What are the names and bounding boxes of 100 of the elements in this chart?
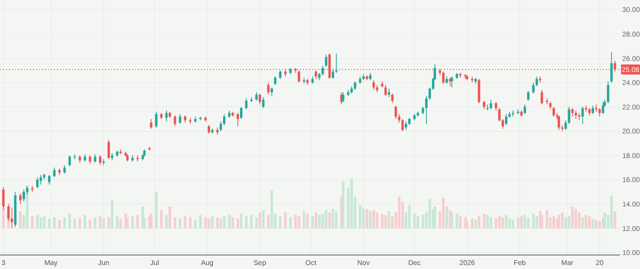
bar (63, 217, 66, 228)
bar (369, 211, 372, 228)
bar (228, 214, 231, 228)
bar (486, 214, 489, 228)
bar (98, 216, 102, 228)
candlestick (332, 68, 334, 80)
bar (324, 210, 328, 228)
bar (116, 216, 119, 228)
bar (614, 211, 616, 228)
bar (258, 212, 262, 228)
bar (289, 217, 292, 228)
bar (474, 220, 477, 228)
bar (119, 218, 122, 228)
bar (68, 214, 71, 228)
candlestick (267, 82, 270, 96)
bar (88, 220, 92, 228)
bar (160, 210, 163, 228)
candlestick (442, 71, 445, 84)
bar (598, 221, 601, 228)
bar (216, 217, 219, 228)
bar (574, 208, 578, 228)
bar (581, 217, 584, 228)
bar (546, 210, 548, 228)
bar (466, 221, 468, 228)
bar (413, 214, 416, 228)
candlestick (223, 114, 226, 126)
bar (321, 214, 324, 228)
bar (306, 214, 309, 228)
candlestick (220, 121, 222, 132)
candlestick (401, 118, 404, 132)
candlestick (490, 99, 492, 110)
candlestick (581, 106, 584, 124)
bar (442, 198, 445, 228)
bar (504, 214, 508, 228)
bar (610, 196, 613, 228)
candlestick (48, 174, 50, 185)
candlestick (36, 176, 39, 189)
bar (94, 217, 96, 228)
candlestick (53, 167, 56, 178)
bar (459, 216, 462, 228)
candlestick (240, 106, 242, 120)
candlestick (236, 112, 240, 127)
bar (398, 196, 400, 228)
bar (245, 216, 248, 228)
bar (165, 214, 168, 228)
bar (490, 217, 492, 228)
candlestick (584, 105, 588, 112)
bar (384, 214, 387, 228)
candlestick (372, 80, 375, 90)
bar (535, 216, 538, 228)
candlestick (558, 114, 560, 130)
bar (302, 211, 306, 228)
bar (318, 214, 321, 228)
bar (372, 210, 375, 228)
bar (240, 214, 243, 228)
bar (501, 217, 504, 228)
bar (211, 216, 214, 228)
candlestick (99, 155, 102, 166)
bar (78, 217, 82, 228)
bar (314, 212, 318, 228)
candlestick (178, 114, 182, 124)
bar (174, 217, 176, 228)
bar (220, 218, 222, 228)
candlestick (302, 77, 306, 84)
bar (342, 180, 344, 228)
candlestick (155, 111, 158, 128)
bar (376, 212, 378, 228)
bar (39, 217, 42, 228)
bar (350, 178, 353, 228)
bar (428, 199, 432, 228)
bar (208, 218, 210, 228)
bar (391, 216, 394, 228)
bar (48, 218, 51, 228)
bar (560, 212, 564, 228)
candlestick (552, 106, 555, 117)
candlestick (108, 139, 110, 160)
candlestick (40, 174, 42, 185)
bar (564, 217, 567, 228)
bar (358, 205, 362, 228)
bar (58, 220, 61, 228)
bar (168, 206, 172, 228)
bar (131, 216, 134, 228)
bar (222, 216, 226, 228)
candlestick (245, 98, 248, 110)
bar (236, 218, 240, 228)
bar (388, 211, 390, 228)
bar (380, 214, 384, 228)
bar (107, 217, 110, 228)
bar (526, 217, 530, 228)
bar (470, 218, 474, 228)
bar (73, 218, 76, 228)
bar (188, 217, 192, 228)
bar (255, 217, 258, 228)
bar (102, 218, 105, 228)
candlestick (540, 89, 544, 105)
candlestick (391, 93, 394, 104)
bar (552, 216, 556, 228)
bar (262, 210, 265, 228)
candlestick (527, 90, 530, 102)
candlestick (394, 105, 397, 120)
